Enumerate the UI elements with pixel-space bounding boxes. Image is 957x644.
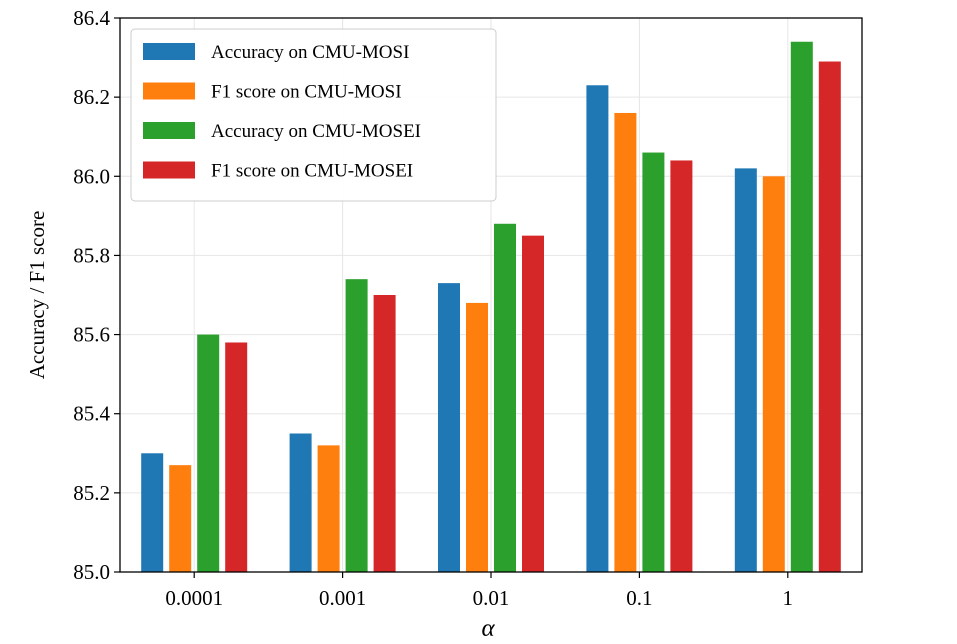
y-tick-label: 85.0 — [73, 560, 110, 584]
bar-accuracy-on-cmu-mosei-0.001 — [345, 279, 368, 572]
bar-accuracy-on-cmu-mosi-0.0001 — [141, 453, 164, 572]
bar-accuracy-on-cmu-mosi-0.1 — [586, 85, 609, 573]
bar-accuracy-on-cmu-mosei-1 — [790, 41, 813, 572]
x-tick-label: 0.001 — [319, 586, 366, 610]
y-tick-label: 85.6 — [73, 323, 110, 347]
x-tick-label: 0.1 — [626, 586, 652, 610]
axis-ticks: 85.0 85.2 85.4 85.6 85.8 86.0 86.2 86.4 0.0001 0.… — [73, 6, 793, 610]
x-tick-label: 0.0001 — [165, 586, 223, 610]
bar-accuracy-on-cmu-mosei-0.0001 — [197, 334, 220, 572]
legend-swatch — [143, 161, 195, 179]
bar-accuracy-on-cmu-mosi-1 — [734, 168, 757, 572]
legend-frame — [130, 28, 497, 202]
bar-accuracy-on-cmu-mosei-0.01 — [494, 223, 516, 572]
legend-label: Accuracy on CMU-MOSI — [211, 42, 409, 63]
bar-f1-score-on-cmu-mosi-0.001 — [317, 445, 340, 572]
x-axis-title: α — [481, 615, 495, 642]
y-tick-label: 85.4 — [73, 402, 110, 426]
legend-label: F1 score on CMU-MOSI — [211, 82, 402, 103]
y-tick-label: 86.0 — [73, 164, 110, 188]
bar-f1-score-on-cmu-mosi-1 — [762, 176, 785, 573]
bar-accuracy-on-cmu-mosi-0.001 — [289, 433, 312, 572]
bar-f1-score-on-cmu-mosei-0.001 — [373, 295, 396, 572]
legend-swatch — [143, 43, 195, 60]
y-tick-label: 85.8 — [73, 243, 110, 267]
bar-f1-score-on-cmu-mosi-0.1 — [614, 112, 637, 572]
bar-accuracy-on-cmu-mosi-0.01 — [438, 283, 460, 572]
bar-f1-score-on-cmu-mosei-0.0001 — [225, 342, 248, 572]
bar-f1-score-on-cmu-mosei-0.1 — [670, 160, 693, 572]
legend-swatch — [143, 82, 195, 100]
legend-label: F1 score on CMU-MOSEI — [211, 161, 413, 182]
bar-f1-score-on-cmu-mosi-0.01 — [466, 302, 488, 572]
legend: Accuracy on CMU-MOSI F1 score on CMU-MOSI… — [130, 28, 497, 202]
bars — [141, 41, 841, 573]
bar-f1-score-on-cmu-mosi-0.0001 — [169, 465, 192, 572]
bar-accuracy-on-cmu-mosei-0.1 — [642, 152, 665, 573]
y-tick-label: 86.4 — [73, 6, 110, 30]
legend-label: Accuracy on CMU-MOSEI — [211, 121, 421, 142]
y-tick-label: 85.2 — [73, 481, 110, 505]
x-tick-label: 0.01 — [473, 586, 510, 610]
x-tick-label: 1 — [783, 586, 794, 610]
legend-swatch — [143, 122, 195, 139]
y-tick-label: 86.2 — [73, 85, 110, 109]
bar-f1-score-on-cmu-mosei-0.01 — [522, 235, 544, 572]
bar-f1-score-on-cmu-mosei-1 — [818, 61, 841, 573]
y-axis-title: Accuracy / F1 score — [25, 211, 49, 380]
